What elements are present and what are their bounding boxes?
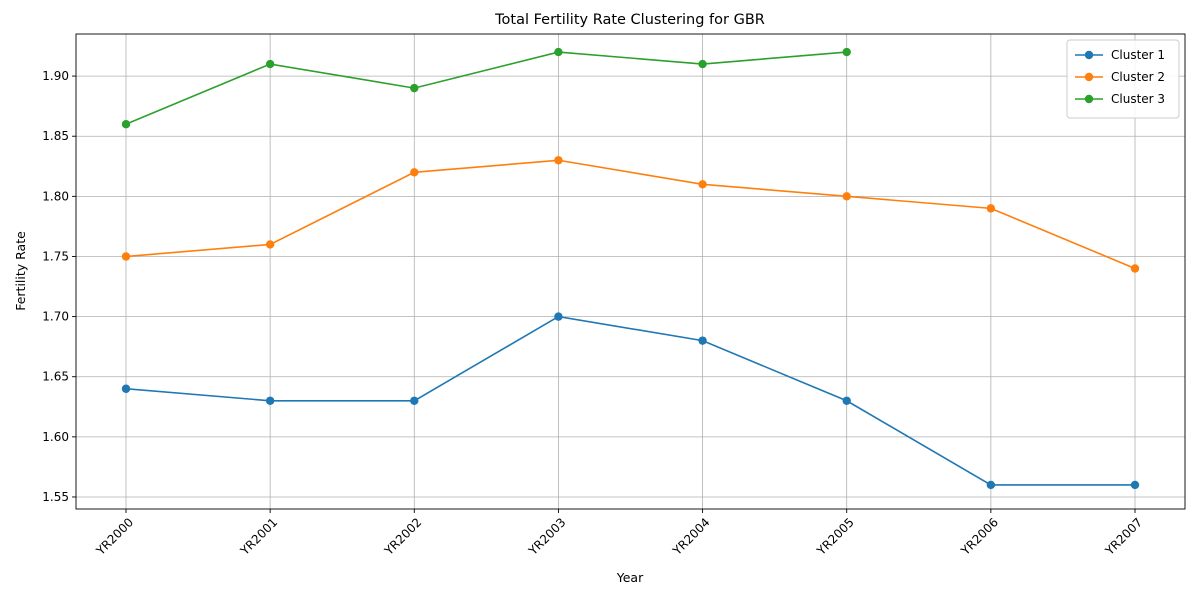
x-tick-label: YR2005 [814, 515, 857, 558]
legend-item: Cluster 1 [1075, 48, 1165, 62]
data-point [842, 192, 851, 201]
y-axis-label: Fertility Rate [13, 231, 28, 311]
legend-item: Cluster 2 [1075, 70, 1165, 84]
legend-label: Cluster 1 [1111, 48, 1165, 62]
data-point [698, 336, 707, 345]
series-line [125, 159, 1136, 270]
data-point [986, 480, 996, 490]
plot-frame [75, 33, 1186, 510]
x-tick-label: YR2004 [669, 515, 712, 558]
data-point [265, 240, 275, 249]
x-tick-label: YR2007 [1102, 515, 1145, 558]
legend-label: Cluster 3 [1111, 92, 1165, 106]
data-point [554, 156, 563, 165]
x-tick-label: YR2002 [381, 515, 424, 558]
series-2 [121, 156, 1140, 273]
data-point [1130, 480, 1140, 490]
series-3 [121, 47, 851, 129]
data-point [410, 168, 419, 177]
data-point [698, 59, 707, 69]
legend-item: Cluster 3 [1075, 92, 1165, 106]
y-tick-label: 1.85 [42, 129, 69, 143]
data-point [121, 384, 131, 393]
y-tick-label: 1.70 [42, 310, 69, 324]
data-point [410, 83, 419, 93]
data-point [986, 204, 996, 213]
x-tick-label: YR2001 [237, 515, 280, 558]
y-tick-label: 1.75 [42, 249, 69, 263]
y-tick-label: 1.60 [42, 430, 69, 444]
x-ticks: YR2000 YR2001 YR2002 YR2003 YR2004 YR2005 YR20… [93, 509, 1145, 559]
legend: Cluster 1 Cluster 2 Cluster 3 [1066, 39, 1180, 119]
series-layer [121, 47, 1140, 490]
series-line [125, 315, 1135, 486]
x-tick-label: YR2003 [525, 515, 568, 558]
data-point [410, 396, 419, 405]
y-ticks: 1.55 1.60 1.65 1.70 1.75 1.80 1.85 1.90 [42, 69, 76, 504]
grid-lines [76, 34, 1185, 509]
data-point [121, 119, 131, 129]
data-point [121, 252, 131, 261]
data-point [554, 312, 563, 321]
data-point [554, 47, 563, 57]
series-1 [121, 312, 1140, 490]
data-point [265, 396, 275, 405]
legend-swatch-marker [1084, 94, 1094, 104]
data-point [1130, 264, 1140, 273]
y-tick-label: 1.65 [42, 370, 69, 384]
legend-swatch-marker [1084, 50, 1094, 60]
x-tick-label: YR2006 [958, 515, 1001, 558]
data-point [698, 180, 707, 189]
data-point [842, 396, 851, 405]
data-point [265, 59, 275, 69]
legend-label: Cluster 2 [1111, 70, 1165, 84]
legend-swatch-marker [1084, 72, 1094, 82]
y-tick-label: 1.90 [42, 69, 69, 83]
series-line [125, 51, 847, 125]
x-axis-label: Year [616, 570, 644, 585]
chart-title: Total Fertility Rate Clustering for GBR [494, 12, 765, 28]
y-tick-label: 1.80 [42, 189, 69, 203]
data-point [842, 47, 851, 57]
y-tick-label: 1.55 [42, 490, 69, 504]
x-tick-label: YR2000 [93, 515, 136, 558]
